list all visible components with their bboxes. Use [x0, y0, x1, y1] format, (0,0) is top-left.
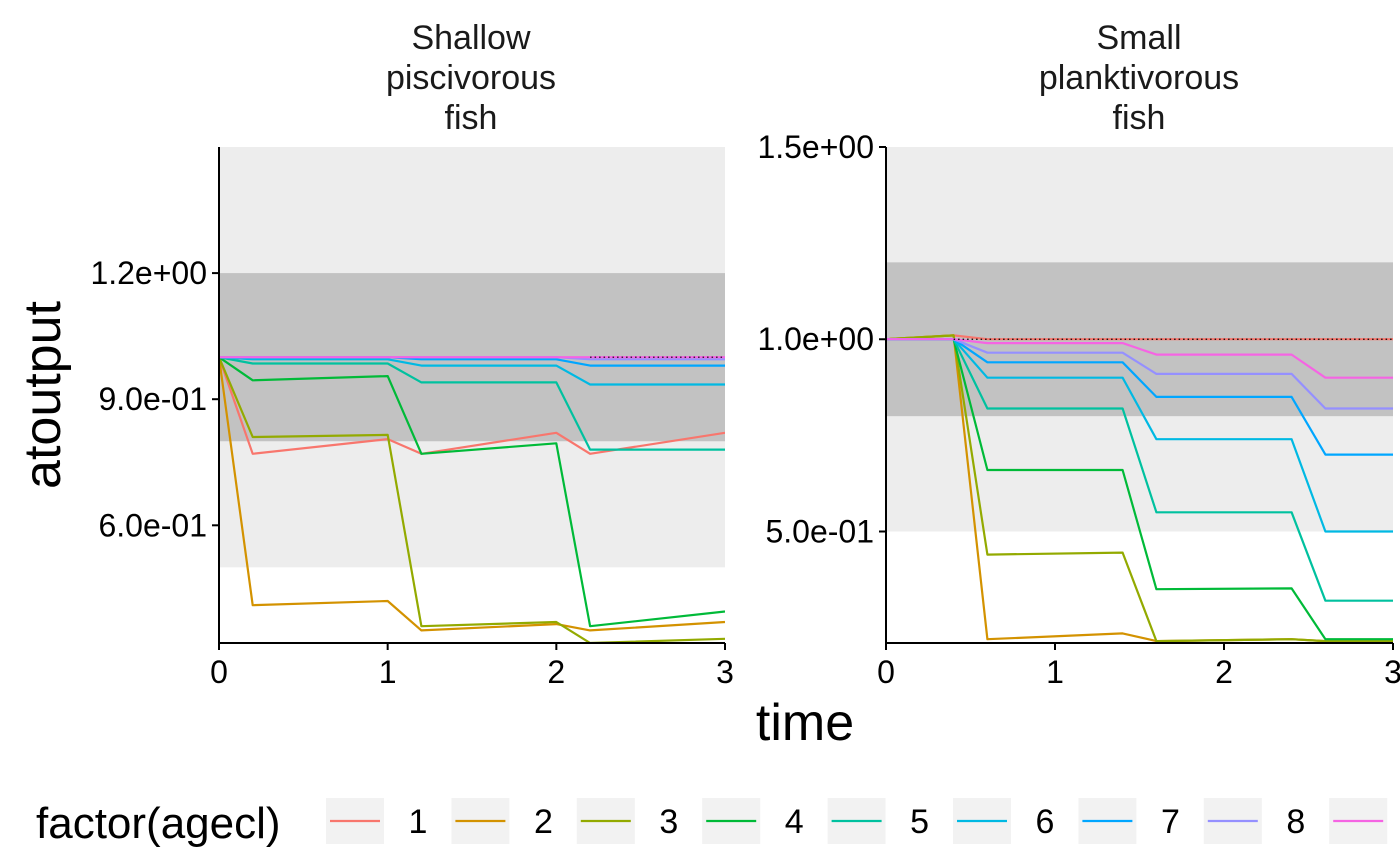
legend-title: factor(agecl): [36, 799, 281, 848]
legend-label: 8: [1286, 803, 1305, 841]
x-tick-label: 1: [1046, 654, 1064, 690]
series-line-7: [886, 338, 1393, 456]
y-tick-label: 1.5e+00: [757, 129, 874, 165]
y-tick-label: 6.0e-01: [98, 507, 207, 543]
x-tick-label: 2: [1215, 654, 1233, 690]
series-line-2: [219, 357, 725, 632]
series-line-6: [886, 338, 1393, 533]
x-tick-label: 0: [210, 654, 228, 690]
facet-title-line: Small: [1096, 19, 1181, 57]
series-line-4: [219, 356, 725, 628]
legend-item-9: [1329, 798, 1388, 844]
legend-label: 2: [534, 803, 553, 841]
y-tick-label: 5.0e-01: [765, 513, 874, 549]
series-line-6: [219, 356, 725, 386]
x-tick-label: 2: [547, 654, 565, 690]
legend-item-4: 4: [702, 798, 804, 844]
legend-item-7: 7: [1078, 798, 1180, 844]
legend-label: 7: [1161, 803, 1180, 841]
y-axis-title: atoutput: [14, 300, 72, 488]
x-tick-label: 0: [877, 654, 895, 690]
legend-item-5: 5: [827, 798, 929, 844]
y-tick-label: 1.2e+00: [90, 255, 207, 291]
x-tick-label: 1: [379, 654, 397, 690]
legend-item-2: 2: [451, 798, 553, 844]
x-tick-label: 3: [716, 654, 734, 690]
series-line-3: [886, 334, 1393, 643]
series-line-3: [219, 356, 725, 643]
series-line-8: [886, 338, 1393, 410]
legend-label: 6: [1036, 803, 1055, 841]
legend-label: 5: [910, 803, 929, 841]
y-tick-label: 1.0e+00: [757, 321, 874, 357]
x-axis-title: time: [756, 694, 854, 752]
y-tick-label: 9.0e-01: [98, 381, 207, 417]
facet-title-line: piscivorous: [386, 59, 556, 97]
legend-label: 1: [409, 803, 428, 841]
legend-label: 3: [659, 803, 678, 841]
facet-panels: Shallowpiscivorousfish6.0e-019.0e-011.2e…: [90, 19, 1400, 690]
facet-title-line: Shallow: [411, 19, 531, 57]
series-lines: [219, 356, 725, 643]
legend-label: 4: [785, 803, 804, 841]
series-line-4: [886, 338, 1393, 641]
legend: factor(agecl) 1 2 3 4 5 6 7 8: [36, 798, 1388, 848]
facet-title-line: fish: [1113, 99, 1166, 137]
x-tick-label: 3: [1384, 654, 1400, 690]
legend-item-8: 8: [1203, 798, 1305, 844]
series-lines: [886, 334, 1393, 643]
series-line-5: [886, 338, 1393, 602]
facet-title-line: fish: [445, 99, 498, 137]
series-line-5: [219, 356, 725, 451]
legend-item-3: 3: [576, 798, 678, 844]
series-line-9: [886, 338, 1393, 379]
legend-item-6: 6: [953, 798, 1054, 844]
facet-title-line: planktivorous: [1039, 59, 1239, 97]
legend-item-1: 1: [326, 798, 427, 844]
